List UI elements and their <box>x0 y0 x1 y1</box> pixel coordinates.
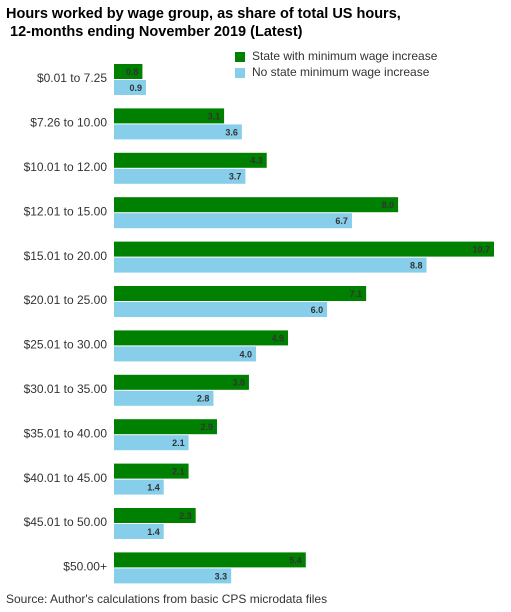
value-label: 6.7 <box>335 216 348 226</box>
legend-swatch <box>235 52 245 62</box>
bar <box>114 435 189 451</box>
bar <box>114 241 494 257</box>
y-tick-label: $10.01 to 12.00 <box>24 160 108 174</box>
bar <box>114 286 367 301</box>
bar <box>114 124 242 140</box>
value-label: 3.7 <box>229 172 242 182</box>
value-label: 4.9 <box>272 333 285 343</box>
bar <box>114 80 146 95</box>
bar <box>114 524 164 539</box>
value-label: 3.1 <box>208 111 221 121</box>
chart-title: Hours worked by wage group, as share of … <box>6 6 401 40</box>
bar <box>114 463 189 479</box>
value-label: 2.1 <box>172 466 185 476</box>
bar <box>114 330 289 346</box>
value-label: 3.3 <box>215 571 228 581</box>
y-tick-label: $35.01 to 40.00 <box>24 426 108 440</box>
value-label: 2.8 <box>197 394 210 404</box>
y-tick-label: $15.01 to 20.00 <box>24 249 108 263</box>
bar <box>114 302 328 317</box>
y-tick-label: $20.01 to 25.00 <box>24 293 108 307</box>
bar <box>114 346 257 362</box>
value-label: 2.3 <box>179 511 192 521</box>
legend-swatch <box>235 68 245 78</box>
value-label: 8.0 <box>382 200 395 210</box>
y-tick-label: $50.00+ <box>63 560 107 574</box>
value-label: 2.9 <box>200 422 213 432</box>
bar <box>114 374 249 390</box>
bar <box>114 568 232 584</box>
legend-label: State with minimum wage increase <box>252 49 438 63</box>
value-label: 0.9 <box>129 83 142 93</box>
bar <box>114 257 427 273</box>
value-label: 0.8 <box>126 67 139 77</box>
value-label: 1.4 <box>147 527 160 537</box>
value-label: 5.4 <box>289 555 302 565</box>
bar <box>114 390 214 406</box>
bar <box>114 152 267 168</box>
bar <box>114 197 399 213</box>
bar <box>114 168 246 184</box>
bar <box>114 552 306 568</box>
y-tick-label: $45.01 to 50.00 <box>24 515 108 529</box>
bar <box>114 64 143 79</box>
bar <box>114 419 217 435</box>
y-tick-label: $30.01 to 35.00 <box>24 382 108 396</box>
y-tick-label: $7.26 to 10.00 <box>30 116 107 130</box>
y-tick-label: $40.01 to 45.00 <box>24 471 108 485</box>
bar <box>114 213 352 229</box>
value-label: 6.0 <box>311 305 324 315</box>
value-label: 2.1 <box>172 438 185 448</box>
y-tick-label: $0.01 to 7.25 <box>37 71 107 85</box>
source-note: Source: Author's calculations from basic… <box>6 592 327 606</box>
bar <box>114 479 164 495</box>
value-label: 8.8 <box>410 260 423 270</box>
value-label: 7.1 <box>350 289 363 299</box>
value-label: 4.3 <box>250 156 263 166</box>
legend-label: No state minimum wage increase <box>252 65 430 79</box>
bar <box>114 108 225 124</box>
value-label: 3.6 <box>225 127 238 137</box>
value-label: 4.0 <box>240 349 253 359</box>
value-label: 3.8 <box>232 378 245 388</box>
value-label: 10.7 <box>472 244 490 254</box>
value-label: 1.4 <box>147 482 160 492</box>
bar <box>114 508 196 523</box>
y-tick-label: $25.01 to 30.00 <box>24 338 108 352</box>
y-tick-label: $12.01 to 15.00 <box>24 204 108 218</box>
